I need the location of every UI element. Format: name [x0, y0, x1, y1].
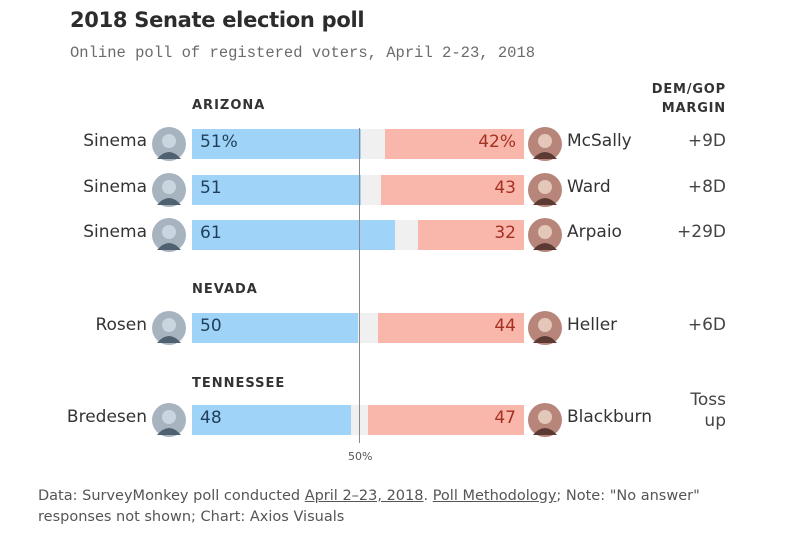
source-suffix: ; Note: "No answer" responses not shown;… — [38, 488, 700, 525]
chart-subtitle: Online poll of registered voters, April … — [70, 44, 536, 62]
gop-candidate-name: Blackburn — [567, 407, 653, 427]
dem-bar — [192, 175, 362, 205]
fifty-percent-line — [359, 128, 360, 443]
margin-value: +9D — [687, 131, 726, 151]
dem-candidate-name: Sinema — [83, 222, 147, 242]
dem-value-label: 51 — [200, 178, 222, 198]
gop-candidate-photo — [528, 218, 562, 252]
gop-candidate-name: Ward — [567, 177, 611, 197]
gop-candidate-name: Heller — [567, 315, 618, 335]
fifty-percent-label: 50% — [348, 450, 373, 463]
person-icon — [528, 403, 562, 437]
chart-title: 2018 Senate election poll — [70, 8, 365, 32]
source-prefix: Data: SurveyMonkey poll conducted — [38, 488, 305, 504]
person-icon — [528, 127, 562, 161]
dem-value-label: 48 — [200, 408, 222, 428]
person-icon — [152, 173, 186, 207]
dem-bar — [192, 313, 358, 343]
dem-value-label: 50 — [200, 316, 222, 336]
dem-candidate-photo — [152, 218, 186, 252]
poll-row: Sinema 51 43 Ward +8D — [0, 173, 800, 207]
gop-value-label: 42% — [478, 132, 516, 152]
no-answer-gap — [394, 220, 418, 250]
source-separator: . — [423, 488, 433, 504]
dem-bar — [192, 405, 352, 435]
dem-bar — [192, 129, 362, 159]
gop-candidate-photo — [528, 173, 562, 207]
gop-bar — [417, 220, 524, 250]
state-label: NEVADA — [192, 282, 258, 297]
person-icon — [152, 127, 186, 161]
dem-candidate-name: Sinema — [83, 131, 147, 151]
gop-candidate-photo — [528, 127, 562, 161]
gop-candidate-photo — [528, 403, 562, 437]
poll-row: Sinema 51% 42% McSally +9D — [0, 127, 800, 161]
dem-candidate-name: Rosen — [95, 315, 147, 335]
poll-row: Rosen 50 44 Heller +6D — [0, 311, 800, 345]
no-answer-gap — [361, 129, 385, 159]
dem-candidate-photo — [152, 311, 186, 345]
dem-bar — [192, 220, 395, 250]
gop-value-label: 43 — [494, 178, 516, 198]
person-icon — [152, 218, 186, 252]
gop-candidate-name: McSally — [567, 131, 632, 151]
poll-dates-link[interactable]: April 2–23, 2018 — [304, 488, 424, 504]
person-icon — [528, 218, 562, 252]
person-icon — [152, 403, 186, 437]
dem-candidate-photo — [152, 127, 186, 161]
poll-methodology-link[interactable]: Poll Methodology — [432, 488, 557, 504]
margin-value: +8D — [687, 177, 726, 197]
source-note: Data: SurveyMonkey poll conducted April … — [38, 486, 758, 528]
margin-value: +29D — [677, 222, 726, 242]
gop-bar — [367, 405, 524, 435]
margin-header-line1: DEM/GOP — [651, 82, 726, 97]
gop-candidate-photo — [528, 311, 562, 345]
margin-header: DEM/GOP MARGIN — [652, 80, 726, 118]
state-label: TENNESSEE — [192, 376, 286, 391]
gop-candidate-name: Arpaio — [567, 222, 622, 242]
gop-bar — [384, 129, 524, 159]
dem-candidate-photo — [152, 403, 186, 437]
poll-row: Sinema 61 32 Arpaio +29D — [0, 218, 800, 252]
person-icon — [528, 311, 562, 345]
dem-candidate-name: Bredesen — [66, 407, 147, 427]
gop-bar — [381, 175, 524, 205]
dem-value-label: 51% — [200, 132, 238, 152]
margin-header-line2: MARGIN — [661, 101, 726, 116]
margin-value: +6D — [687, 315, 726, 335]
state-label: ARIZONA — [192, 98, 266, 113]
person-icon — [152, 311, 186, 345]
gop-value-label: 47 — [494, 408, 516, 428]
dem-value-label: 61 — [200, 223, 222, 243]
gop-bar — [377, 313, 524, 343]
dem-candidate-name: Sinema — [83, 177, 147, 197]
poll-row: Bredesen 48 47 Blackburn Toss up — [0, 390, 800, 437]
margin-value: Toss up — [690, 390, 726, 431]
gop-value-label: 32 — [494, 223, 516, 243]
gop-value-label: 44 — [494, 316, 516, 336]
dem-candidate-photo — [152, 173, 186, 207]
no-answer-gap — [361, 175, 382, 205]
no-answer-gap — [358, 313, 378, 343]
person-icon — [528, 173, 562, 207]
